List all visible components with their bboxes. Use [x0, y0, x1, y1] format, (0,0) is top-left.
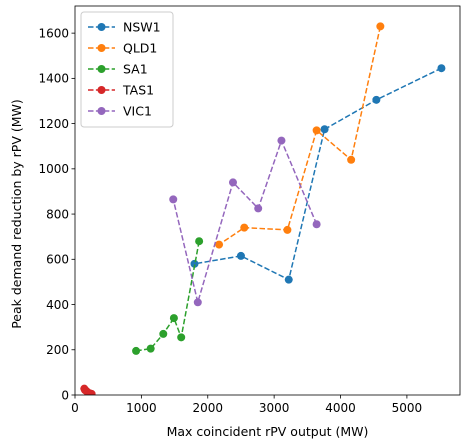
data-point-sa1	[169, 314, 178, 323]
legend-label-sa1: SA1	[123, 62, 148, 77]
data-point-vic1	[312, 220, 321, 229]
legend-label-qld1: QLD1	[123, 41, 157, 56]
series-line-qld1	[218, 26, 382, 246]
series-line-vic1	[172, 138, 318, 306]
axes: 0 1000 2000 3000 4000 5000 0 200 400 600 800 1000 12…	[38, 5, 461, 415]
x-tick-label: 3000	[259, 401, 290, 415]
y-tick-label: 1400	[38, 72, 69, 86]
data-point-sa1	[132, 346, 141, 355]
data-point-nsw1	[372, 95, 381, 104]
x-tick-label: 1000	[126, 401, 157, 415]
data-point-qld1	[347, 155, 356, 164]
data-point-qld1	[240, 223, 249, 232]
x-axis-label: Max coincident rPV output (MW)	[167, 424, 369, 439]
data-point-nsw1	[190, 259, 199, 268]
data-point-vic1	[277, 136, 286, 145]
data-point-vic1	[169, 195, 178, 204]
legend-label-vic1: VIC1	[123, 104, 152, 119]
y-tick-label: 1600	[38, 26, 69, 40]
data-point-nsw1	[236, 251, 245, 260]
legend-label-nsw1: NSW1	[123, 20, 161, 35]
data-point-sa1	[146, 344, 155, 353]
y-tick-label: 1000	[38, 162, 69, 176]
y-tick-label: 200	[46, 343, 69, 357]
legend-box	[80, 11, 174, 128]
legend-marker-tas1	[97, 86, 106, 94]
data-point-nsw1	[437, 64, 446, 73]
y-tick-label: 1200	[38, 117, 69, 131]
y-tick-label: 800	[46, 207, 69, 221]
data-point-tas1	[80, 384, 89, 393]
legend-label-tas1: TAS1	[122, 83, 154, 98]
data-point-nsw1	[284, 275, 293, 284]
data-point-qld1	[376, 22, 385, 31]
data-point-vic1	[254, 204, 263, 213]
data-point-sa1	[195, 237, 204, 246]
legend-marker-nsw1	[97, 23, 106, 31]
series-group	[80, 22, 446, 395]
legend-marker-vic1	[97, 107, 106, 115]
data-point-qld1	[215, 240, 224, 249]
legend-marker-qld1	[97, 44, 106, 52]
plot-area	[80, 22, 446, 395]
data-point-vic1	[193, 298, 202, 307]
y-tick-label: 0	[61, 388, 69, 402]
series-line-nsw1	[194, 67, 442, 281]
x-tick-label: 0	[71, 401, 79, 415]
legend: NSW1 QLD1 SA1 TAS1 VIC1	[80, 11, 174, 128]
x-tick-label: 2000	[192, 401, 223, 415]
data-point-qld1	[312, 126, 321, 135]
data-point-qld1	[283, 225, 292, 234]
data-point-sa1	[159, 329, 168, 338]
data-point-vic1	[228, 178, 237, 187]
y-axis-label: Peak demand reduction by rPV (MW)	[9, 99, 24, 329]
data-point-sa1	[177, 333, 186, 342]
data-point-nsw1	[320, 125, 329, 134]
x-tick-label: 4000	[325, 401, 356, 415]
y-tick-label: 400	[46, 298, 69, 312]
x-tick-label: 5000	[392, 401, 423, 415]
axes-frame	[74, 5, 461, 396]
legend-marker-sa1	[97, 65, 106, 73]
y-tick-label: 600	[46, 253, 69, 267]
